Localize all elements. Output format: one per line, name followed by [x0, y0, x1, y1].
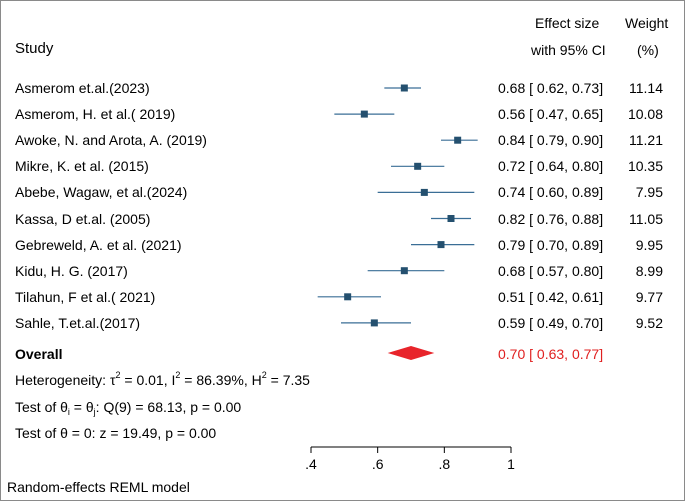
study-column-header: Study: [15, 40, 54, 57]
study-ci-text: 0.68 [ 0.57, 0.80]: [498, 262, 604, 279]
test-theta-zero: Test of θ = 0: z = 19.49, p = 0.00: [15, 425, 217, 441]
study-ci-text: 0.59 [ 0.49, 0.70]: [498, 314, 604, 331]
study-ci-text: 0.72 [ 0.64, 0.80]: [498, 158, 604, 175]
x-tick-label: .6: [371, 456, 384, 472]
study-weight: 10.35: [627, 158, 663, 175]
study-ci-text: 0.84 [ 0.79, 0.90]: [498, 132, 604, 149]
study-name: Asmerom, H. et al.( 2019): [15, 106, 176, 123]
x-tick-label: .8: [438, 456, 451, 472]
heterogeneity-stats: Heterogeneity: τ2 = 0.01, I2 = 86.39%, H…: [15, 370, 310, 389]
study-name: Asmerom et.al.(2023): [15, 80, 150, 96]
effect-marker: [400, 267, 408, 275]
study-name: Tilahun, F et al.( 2021): [15, 288, 156, 305]
study-ci-text: 0.79 [ 0.70, 0.89]: [498, 236, 604, 253]
overall-ci-text: 0.70 [ 0.63, 0.77]: [498, 346, 604, 362]
x-tick-label: .4: [305, 456, 317, 472]
study-name: Kassa, D et.al. (2005): [15, 210, 151, 227]
weight-header: Weight: [625, 15, 669, 31]
x-tick-label: 1: [507, 456, 515, 472]
effect-marker: [370, 319, 378, 327]
study-weight: 7.95: [635, 184, 663, 201]
study-name: Sahle, T.et.al.(2017): [15, 314, 141, 331]
test-theta-i-equal-theta-j: Test of θi = θj: Q(9) = 68.13, p = 0.00: [15, 399, 242, 417]
study-name: Abebe, Wagaw, et al.(2024): [15, 184, 188, 201]
study-weight: 9.95: [635, 236, 663, 253]
ci-header: with 95% CI: [531, 42, 606, 58]
study-ci-text: 0.51 [ 0.42, 0.61]: [498, 288, 604, 305]
study-weight: 9.52: [635, 314, 663, 331]
study-weight: 11.05: [629, 210, 663, 227]
effect-marker: [447, 215, 455, 222]
study-weight: 11.14: [629, 80, 663, 96]
study-name: Kidu, H. G. (2017): [15, 262, 128, 279]
overall-diamond: [387, 346, 435, 360]
study-ci-text: 0.68 [ 0.62, 0.73]: [498, 80, 604, 96]
study-weight: 11.21: [629, 132, 663, 149]
effect-marker: [360, 110, 368, 118]
overall-label: Overall: [15, 346, 63, 362]
effect-marker: [420, 188, 428, 196]
effect-marker: [437, 241, 445, 249]
study-ci-text: 0.74 [ 0.60, 0.89]: [498, 184, 604, 201]
model-note: Random-effects REML model: [7, 479, 190, 495]
effect-size-header: Effect size: [535, 15, 600, 31]
weight-unit-header: (%): [637, 42, 659, 58]
study-weight: 8.99: [635, 262, 663, 279]
study-ci-text: 0.82 [ 0.76, 0.88]: [498, 210, 604, 227]
study-name: Gebreweld, A. et al. (2021): [15, 236, 182, 253]
effect-marker: [344, 293, 352, 301]
study-name: Awoke, N. and Arota, A. (2019): [15, 132, 207, 149]
study-name: Mikre, K. et al. (2015): [15, 158, 149, 175]
effect-marker: [414, 162, 422, 170]
effect-marker: [454, 136, 462, 144]
effect-marker: [400, 84, 408, 92]
study-weight: 10.08: [627, 106, 663, 123]
study-weight: 9.77: [635, 288, 663, 305]
study-ci-text: 0.56 [ 0.47, 0.65]: [498, 106, 604, 123]
